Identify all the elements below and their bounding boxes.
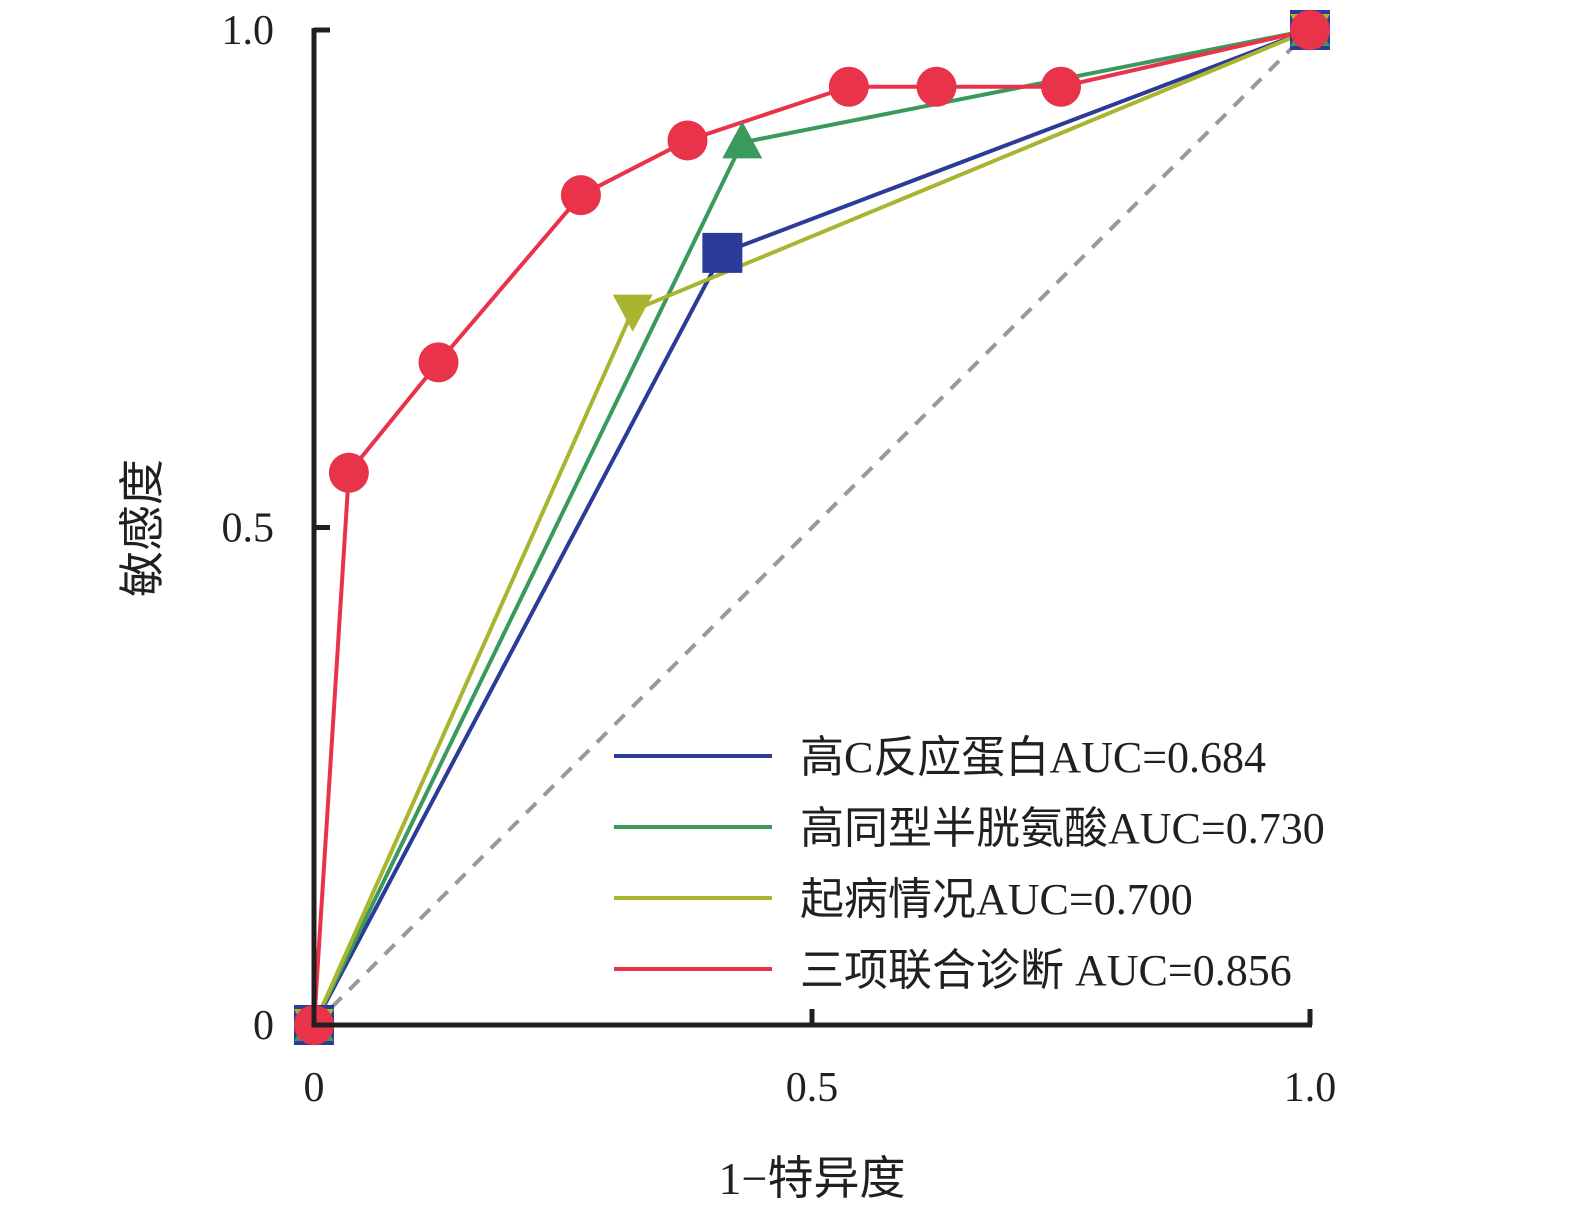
x-tick-label-0: 0 bbox=[304, 1065, 325, 1111]
y-tick-label-0: 0 bbox=[253, 1003, 274, 1049]
reference-diagonal bbox=[312, 28, 1312, 1027]
data-point-0-1 bbox=[702, 232, 743, 273]
data-point-1-1 bbox=[722, 121, 763, 159]
data-point-3-3 bbox=[560, 175, 601, 216]
legend: 高C反应蛋白AUC=0.684 高同型半胱氨酸AUC=0.730 起病情况AUC=0… bbox=[614, 733, 1325, 995]
legend-label-2: 起病情况AUC=0.700 bbox=[800, 875, 1193, 924]
series-markers-3 bbox=[294, 10, 1330, 1045]
legend-item-0: 高C反应蛋白AUC=0.684 bbox=[614, 733, 1266, 782]
data-point-3-4 bbox=[667, 120, 708, 161]
data-point-2-1 bbox=[612, 294, 653, 332]
data-point-3-2 bbox=[418, 342, 459, 383]
axes-layer: 0 0.5 1.0 0 0.5 1.0 bbox=[222, 8, 1337, 1111]
legend-item-2: 起病情况AUC=0.700 bbox=[614, 875, 1193, 924]
data-point-3-5 bbox=[828, 66, 869, 107]
y-axis-label: 敏感度 bbox=[117, 459, 168, 597]
data-point-3-8 bbox=[1290, 10, 1330, 50]
data-point-3-6 bbox=[916, 66, 957, 107]
legend-label-3: 三项联合诊断 AUC=0.856 bbox=[800, 946, 1292, 995]
y-tick-label-2: 1.0 bbox=[222, 8, 275, 54]
x-tick-label-1: 0.5 bbox=[786, 1065, 839, 1111]
legend-label-0: 高C反应蛋白AUC=0.684 bbox=[800, 733, 1266, 782]
x-tick-label-2: 1.0 bbox=[1284, 1065, 1337, 1111]
legend-label-1: 高同型半胱氨酸AUC=0.730 bbox=[800, 804, 1325, 853]
x-axis-label: 1−特异度 bbox=[719, 1153, 906, 1204]
legend-item-3: 三项联合诊断 AUC=0.856 bbox=[614, 946, 1292, 995]
y-tick-label-1: 0.5 bbox=[222, 506, 275, 552]
legend-item-1: 高同型半胱氨酸AUC=0.730 bbox=[614, 804, 1325, 853]
data-point-3-7 bbox=[1041, 66, 1081, 107]
reference-line-layer bbox=[312, 28, 1312, 1027]
data-point-3-1 bbox=[328, 452, 369, 493]
